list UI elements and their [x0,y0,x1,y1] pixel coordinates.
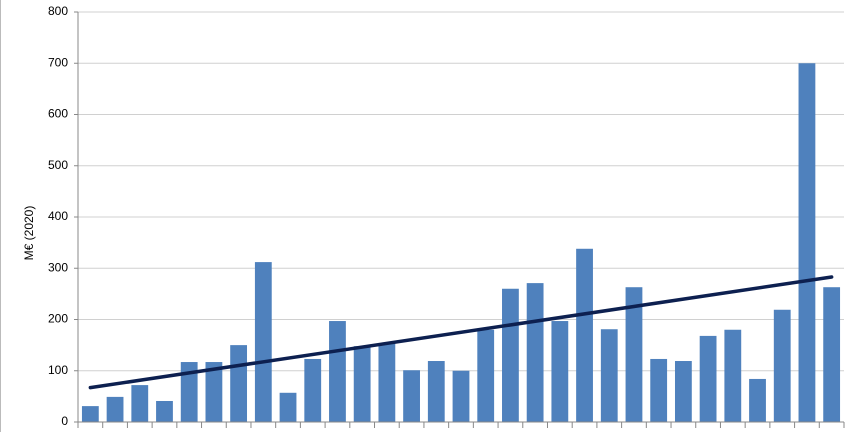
bar [131,385,149,422]
y-tick-label: 0 [61,414,68,428]
y-tick-label: 400 [48,209,68,223]
bar [427,361,445,422]
bar [576,248,593,422]
bar [156,400,173,422]
bar [600,329,618,422]
y-tick-label: 100 [48,363,68,377]
bar [749,378,766,422]
bar [378,343,396,422]
y-tick-label: 300 [48,260,68,274]
bar [724,329,742,422]
bar [353,346,371,422]
y-tick-label: 600 [48,107,68,121]
bar [674,361,692,422]
bar [205,362,223,422]
y-tick-label: 700 [48,55,68,69]
bar [823,287,841,422]
bar [254,262,272,422]
bar [81,406,99,422]
bar [452,370,470,422]
bar [304,358,322,422]
bar [180,362,198,422]
bar [625,287,643,422]
trendline [88,275,834,390]
bar [403,370,420,422]
bar [699,335,717,422]
y-tick-label: 200 [48,312,68,326]
bar [773,309,791,422]
bar [526,283,544,422]
bar [230,345,248,422]
bar [477,329,495,422]
bar [106,396,124,422]
bar [551,321,569,422]
bar [502,288,519,422]
bar [329,321,346,422]
bar [279,392,297,422]
y-axis-label: M€ (2020) [22,206,36,261]
bar [650,358,668,422]
y-tick-label: 800 [48,4,68,18]
bar [798,63,816,422]
y-tick-label: 500 [48,158,68,172]
